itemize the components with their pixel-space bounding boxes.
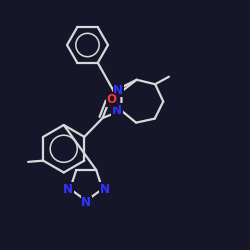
- Text: N: N: [112, 104, 122, 117]
- Text: O: O: [106, 93, 116, 106]
- Text: N: N: [100, 182, 110, 196]
- Text: N: N: [81, 196, 91, 209]
- Text: N: N: [63, 182, 73, 196]
- Text: N: N: [113, 84, 123, 96]
